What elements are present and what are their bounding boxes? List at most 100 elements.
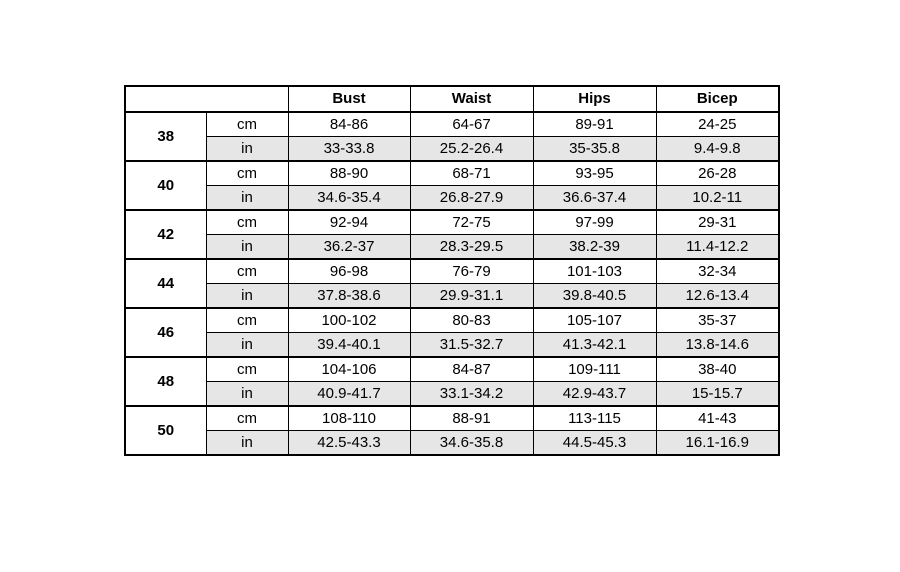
value-48-bust-in: 40.9-41.7 <box>287 381 411 407</box>
row-size-40-in: in 34.6-35.4 26.8-27.9 36.6-37.4 10.2-11 <box>125 185 780 211</box>
unit-label-cm: cm <box>205 258 289 284</box>
row-size-44-cm: 44 cm 96-98 76-79 101-103 32-34 <box>124 258 780 309</box>
value-40-bicep-cm: 26-28 <box>655 160 780 186</box>
col-header-bicep: Bicep <box>655 85 780 113</box>
value-42-bicep-in: 11.4-12.2 <box>655 234 780 260</box>
size-label-40: 40 <box>124 160 207 211</box>
size-label-44: 44 <box>124 258 207 309</box>
value-46-waist-in: 31.5-32.7 <box>409 332 534 358</box>
unit-label-in: in <box>205 430 289 456</box>
size-label-48: 48 <box>124 356 207 407</box>
value-38-waist-cm: 64-67 <box>409 111 534 137</box>
value-42-waist-in: 28.3-29.5 <box>409 234 534 260</box>
value-44-hips-cm: 101-103 <box>532 258 657 284</box>
size-label-50: 50 <box>124 405 207 456</box>
value-42-waist-cm: 72-75 <box>409 209 534 235</box>
value-48-bicep-in: 15-15.7 <box>655 381 780 407</box>
row-size-42-cm: 42 cm 92-94 72-75 97-99 29-31 <box>124 209 780 260</box>
corner-cell <box>124 85 289 113</box>
value-42-bust-in: 36.2-37 <box>287 234 411 260</box>
value-48-waist-in: 33.1-34.2 <box>409 381 534 407</box>
size-label-42: 42 <box>124 209 207 260</box>
size-label-38: 38 <box>124 111 207 162</box>
unit-label-cm: cm <box>205 307 289 333</box>
value-50-bust-in: 42.5-43.3 <box>287 430 411 456</box>
value-44-waist-in: 29.9-31.1 <box>409 283 534 309</box>
row-size-44-in: in 37.8-38.6 29.9-31.1 39.8-40.5 12.6-13.4 <box>125 283 780 309</box>
value-50-waist-cm: 88-91 <box>409 405 534 431</box>
size-chart-table: Bust Waist Hips Bicep 38 cm 84-86 64-67 89-9… <box>124 85 780 456</box>
value-38-waist-in: 25.2-26.4 <box>409 136 534 162</box>
unit-label-in: in <box>205 185 289 211</box>
value-46-bust-cm: 100-102 <box>287 307 411 333</box>
value-40-hips-cm: 93-95 <box>532 160 657 186</box>
unit-label-in: in <box>205 283 289 309</box>
value-44-hips-in: 39.8-40.5 <box>532 283 657 309</box>
value-46-hips-cm: 105-107 <box>532 307 657 333</box>
value-46-bicep-cm: 35-37 <box>655 307 780 333</box>
unit-label-in: in <box>205 332 289 358</box>
value-42-bust-cm: 92-94 <box>287 209 411 235</box>
row-size-50-in: in 42.5-43.3 34.6-35.8 44.5-45.3 16.1-16.9 <box>125 430 780 456</box>
value-48-bust-cm: 104-106 <box>287 356 411 382</box>
row-size-48-in: in 40.9-41.7 33.1-34.2 42.9-43.7 15-15.7 <box>125 381 780 407</box>
value-38-bicep-in: 9.4-9.8 <box>655 136 780 162</box>
value-44-bicep-cm: 32-34 <box>655 258 780 284</box>
value-48-hips-cm: 109-111 <box>532 356 657 382</box>
value-46-waist-cm: 80-83 <box>409 307 534 333</box>
row-size-50-cm: 50 cm 108-110 88-91 113-115 41-43 <box>124 405 780 456</box>
row-size-40-cm: 40 cm 88-90 68-71 93-95 26-28 <box>124 160 780 211</box>
size-chart-wrap: Bust Waist Hips Bicep 38 cm 84-86 64-67 89-9… <box>124 85 780 456</box>
value-50-bust-cm: 108-110 <box>287 405 411 431</box>
value-44-bicep-in: 12.6-13.4 <box>655 283 780 309</box>
unit-label-in: in <box>205 136 289 162</box>
value-50-waist-in: 34.6-35.8 <box>409 430 534 456</box>
row-size-46-in: in 39.4-40.1 31.5-32.7 41.3-42.1 13.8-14.6 <box>125 332 780 358</box>
value-44-bust-cm: 96-98 <box>287 258 411 284</box>
value-46-bicep-in: 13.8-14.6 <box>655 332 780 358</box>
value-38-hips-in: 35-35.8 <box>532 136 657 162</box>
value-50-hips-cm: 113-115 <box>532 405 657 431</box>
value-38-bust-cm: 84-86 <box>287 111 411 137</box>
row-size-38-cm: 38 cm 84-86 64-67 89-91 24-25 <box>124 111 780 162</box>
value-44-waist-cm: 76-79 <box>409 258 534 284</box>
value-44-bust-in: 37.8-38.6 <box>287 283 411 309</box>
value-40-waist-cm: 68-71 <box>409 160 534 186</box>
value-40-waist-in: 26.8-27.9 <box>409 185 534 211</box>
col-header-hips: Hips <box>532 85 657 113</box>
value-40-hips-in: 36.6-37.4 <box>532 185 657 211</box>
unit-label-cm: cm <box>205 160 289 186</box>
value-48-hips-in: 42.9-43.7 <box>532 381 657 407</box>
value-50-bicep-cm: 41-43 <box>655 405 780 431</box>
header-row: Bust Waist Hips Bicep <box>124 85 780 113</box>
value-42-hips-cm: 97-99 <box>532 209 657 235</box>
value-40-bust-in: 34.6-35.4 <box>287 185 411 211</box>
unit-label-cm: cm <box>205 209 289 235</box>
unit-label-cm: cm <box>205 356 289 382</box>
value-48-waist-cm: 84-87 <box>409 356 534 382</box>
row-size-38-in: in 33-33.8 25.2-26.4 35-35.8 9.4-9.8 <box>125 136 780 162</box>
unit-label-in: in <box>205 381 289 407</box>
value-48-bicep-cm: 38-40 <box>655 356 780 382</box>
value-46-hips-in: 41.3-42.1 <box>532 332 657 358</box>
row-size-46-cm: 46 cm 100-102 80-83 105-107 35-37 <box>124 307 780 358</box>
unit-label-cm: cm <box>205 111 289 137</box>
value-40-bicep-in: 10.2-11 <box>655 185 780 211</box>
col-header-bust: Bust <box>287 85 411 113</box>
size-chart-body: 38 cm 84-86 64-67 89-91 24-25 in 33-33.8 25.2-26… <box>124 111 780 456</box>
value-38-hips-cm: 89-91 <box>532 111 657 137</box>
unit-label-in: in <box>205 234 289 260</box>
value-38-bicep-cm: 24-25 <box>655 111 780 137</box>
value-42-bicep-cm: 29-31 <box>655 209 780 235</box>
col-header-waist: Waist <box>409 85 534 113</box>
value-46-bust-in: 39.4-40.1 <box>287 332 411 358</box>
value-50-hips-in: 44.5-45.3 <box>532 430 657 456</box>
row-size-42-in: in 36.2-37 28.3-29.5 38.2-39 11.4-12.2 <box>125 234 780 260</box>
unit-label-cm: cm <box>205 405 289 431</box>
value-40-bust-cm: 88-90 <box>287 160 411 186</box>
value-50-bicep-in: 16.1-16.9 <box>655 430 780 456</box>
size-label-46: 46 <box>124 307 207 358</box>
row-size-48-cm: 48 cm 104-106 84-87 109-111 38-40 <box>124 356 780 407</box>
value-38-bust-in: 33-33.8 <box>287 136 411 162</box>
